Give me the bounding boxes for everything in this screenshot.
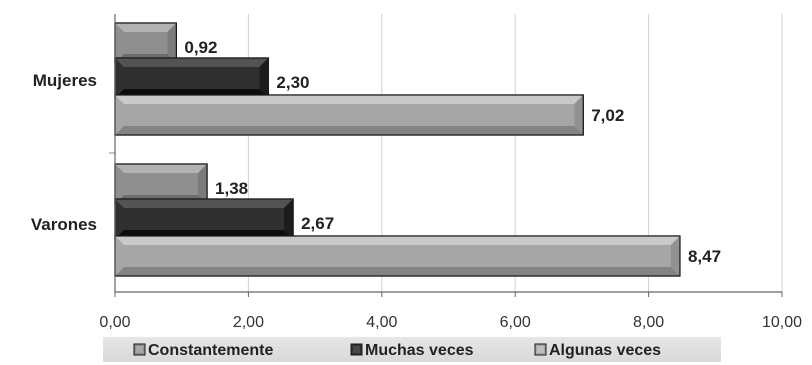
legend: Constantemente Muchas veces Algunas veces (103, 337, 721, 362)
bar-varones-algunas-veces (114, 235, 681, 277)
legend-label-3: Algunas veces (549, 342, 661, 359)
x-tick-label-4: 8,00 (633, 314, 664, 331)
bar-mujeres-muchas-veces (114, 57, 270, 99)
data-label-varones-2: 2,67 (301, 214, 334, 233)
legend-label-1: Constantemente (148, 342, 273, 359)
x-tick-label-0: 0,00 (99, 314, 130, 331)
axes: Mujeres Varones 0,00 2,00 4,00 6,00 8,00 10,00 (31, 14, 802, 331)
data-label-mujeres-2: 2,30 (276, 73, 309, 92)
legend-label-2: Muchas veces (365, 342, 474, 359)
data-labels: 0,92 2,30 7,02 1,38 2,67 8,47 (184, 38, 721, 266)
data-label-mujeres-3: 7,02 (591, 106, 624, 125)
legend-item-constantemente: Constantemente (133, 342, 273, 359)
legend-box (103, 337, 721, 362)
bars (114, 22, 681, 277)
data-label-varones-1: 1,38 (215, 179, 248, 198)
bar-mujeres-constantemente (114, 22, 177, 64)
legend-item-algunas-veces: Algunas veces (534, 342, 661, 359)
data-label-varones-3: 8,47 (688, 247, 721, 266)
x-tick-label-2: 4,00 (366, 314, 397, 331)
x-tick-label-3: 6,00 (500, 314, 531, 331)
data-label-mujeres-1: 0,92 (184, 38, 217, 57)
bar-varones-constantemente (114, 163, 208, 205)
bar-varones-muchas-veces (114, 198, 294, 240)
category-label-mujeres: Mujeres (33, 71, 97, 90)
legend-item-muchas-veces: Muchas veces (350, 342, 474, 359)
x-tick-label-5: 10,00 (762, 314, 802, 331)
bar-mujeres-algunas-veces (114, 94, 584, 136)
category-label-varones: Varones (31, 215, 97, 234)
x-tick-label-1: 2,00 (233, 314, 264, 331)
